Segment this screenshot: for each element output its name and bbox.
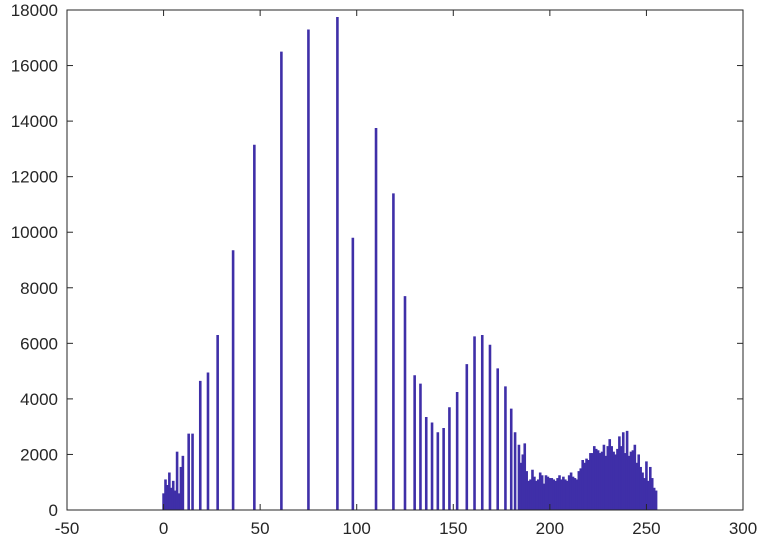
x-tick-label: 250 <box>632 519 660 538</box>
x-tick-label: 100 <box>343 519 371 538</box>
y-tick-label: 2000 <box>20 445 58 464</box>
x-tick-label: 200 <box>536 519 564 538</box>
x-tick-label: -50 <box>55 519 80 538</box>
y-tick-label: 8000 <box>20 279 58 298</box>
x-tick-label: 300 <box>729 519 757 538</box>
x-tick-label: 50 <box>251 519 270 538</box>
x-tick-label: 150 <box>439 519 467 538</box>
y-tick-label: 10000 <box>11 223 58 242</box>
plot-area-frame <box>66 9 744 511</box>
x-tick-label: 0 <box>159 519 168 538</box>
y-tick-label: 18000 <box>11 1 58 20</box>
y-tick-label: 16000 <box>11 57 58 76</box>
y-tick-label: 6000 <box>20 334 58 353</box>
y-tick-label: 4000 <box>20 390 58 409</box>
y-tick-label: 0 <box>49 501 58 520</box>
y-tick-label: 12000 <box>11 168 58 187</box>
y-tick-label: 14000 <box>11 112 58 131</box>
bars-layer <box>162 16 658 510</box>
ticks-layer: -50 0 50 100 150 200 250 3000200040006000800010… <box>11 1 757 538</box>
